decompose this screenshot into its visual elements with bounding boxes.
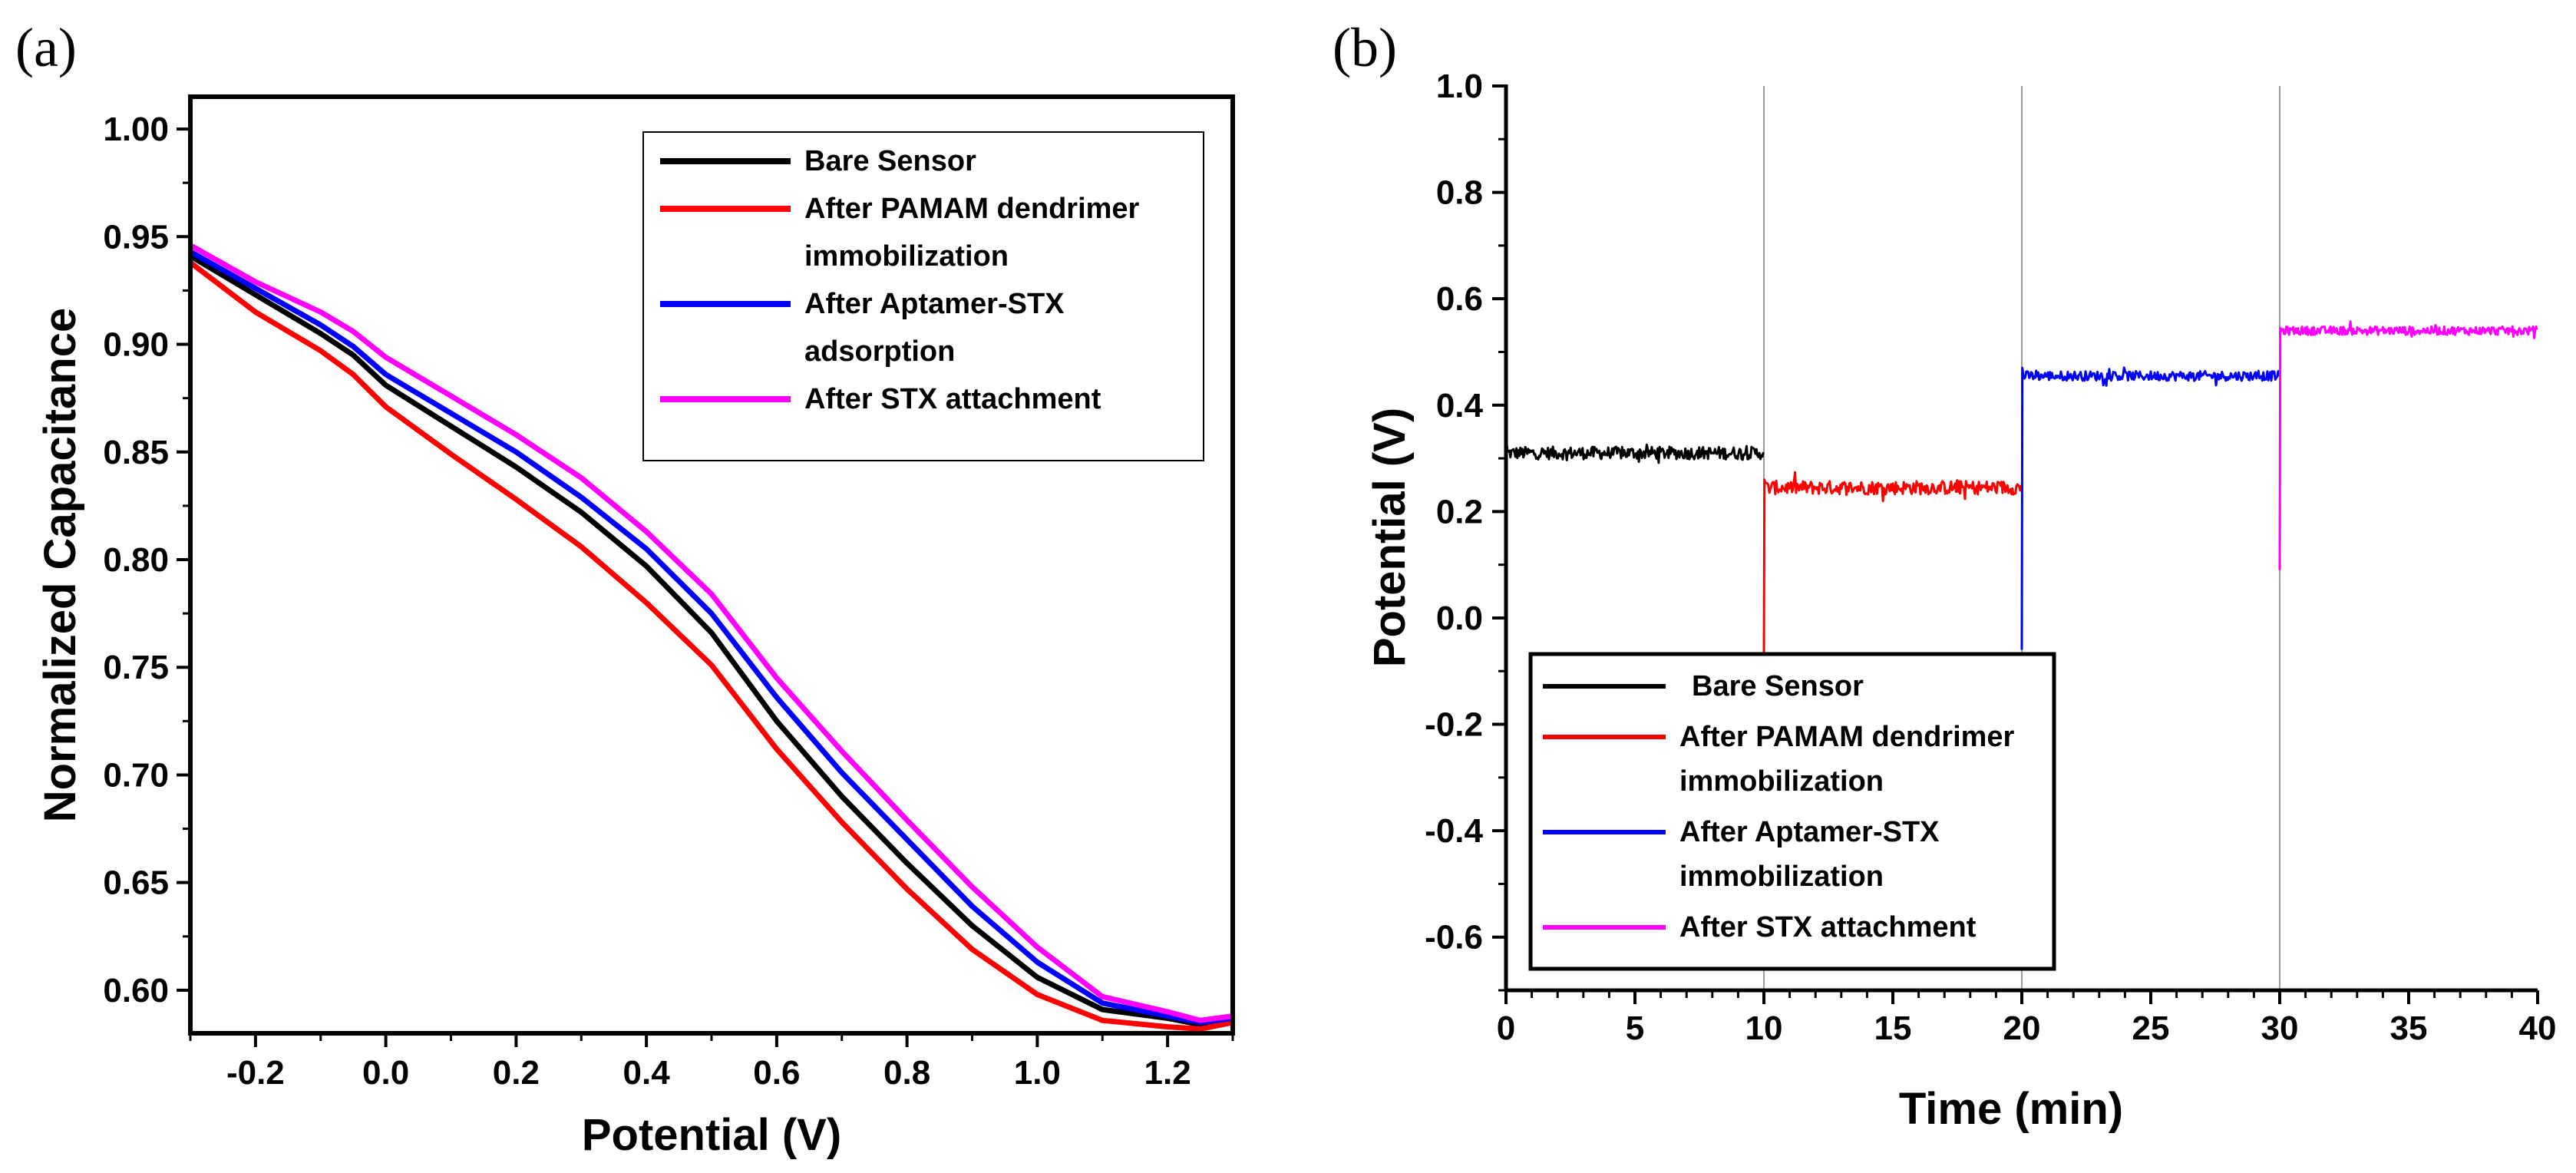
panel-b-x-tick-label: 35 [2390, 1009, 2428, 1047]
panel-a-legend-label-1: After PAMAM dendrimer [804, 193, 1140, 225]
panel-a-x-tick-label: 0.4 [623, 1054, 671, 1092]
panel-a-y-tick-label: 0.80 [103, 541, 169, 579]
panel-a-label: (a) [15, 17, 77, 78]
panel-a-legend-label-1: immobilization [804, 240, 1009, 273]
panel-b-series-line-1 [1762, 471, 2023, 656]
panel-a-y-tick-label: 0.70 [103, 756, 169, 794]
panel-a-x-tick-label: 0.8 [883, 1054, 930, 1092]
panel-b-series-line-2 [2020, 366, 2280, 650]
panel-b-legend-label-3: After STX attachment [1679, 911, 1977, 943]
panel-b-x-tick-label: 40 [2519, 1009, 2557, 1047]
panel-a-y-tick-label: 0.65 [103, 864, 169, 902]
panel-a-legend-label-2: After Aptamer-STX [804, 288, 1065, 320]
panel-b-legend-label-0: Bare Sensor [1692, 670, 1864, 702]
panel-b-x-tick-label: 0 [1497, 1009, 1515, 1047]
panel-b-series-group [1504, 320, 2538, 656]
panel-b-legend-label-1: After PAMAM dendrimer [1679, 721, 2015, 753]
panel-a-y-axis-title: Normalized Capacitance [35, 308, 85, 822]
panel-b-y-tick-label: 0.6 [1436, 280, 1483, 318]
panel-a-x-tick-label: 0.2 [493, 1054, 540, 1092]
panel-a-x-tick-label: 0.0 [362, 1054, 409, 1092]
panel-a-series-group [188, 243, 1234, 1032]
panel-a-x-axis-title: Potential (V) [582, 1110, 841, 1160]
panel-b-x-tick-label: 30 [2261, 1009, 2299, 1047]
panel-b-legend-label-1: immobilization [1679, 765, 1884, 798]
panel-b-legend: Bare Sensor After PAMAM dendrimer immobili… [1528, 652, 2056, 971]
panel-a-y-tick-label: 0.60 [103, 972, 169, 1009]
panel-a-ticks: -0.2 0.0 0.2 0.4 0.6 0.8 1.0 1.2 0.60 0.65 0.70 0.7… [103, 111, 1234, 1092]
panel-a-series-line-0 [189, 253, 1234, 1028]
panel-a-series-line-3 [189, 243, 1234, 1023]
panel-a-x-tick-label: 1.2 [1144, 1054, 1191, 1092]
panel-a-y-tick-label: 0.85 [103, 434, 169, 471]
panel-b-series-line-0 [1504, 388, 1765, 464]
panel-b-y-tick-label: 0.2 [1436, 493, 1483, 530]
panel-a-legend-box [642, 131, 1204, 461]
panel-a-y-tick-label: 0.75 [103, 649, 169, 686]
panel-b-y-tick-label: -0.2 [1425, 706, 1483, 744]
panel-b-y-tick-label: -0.4 [1425, 812, 1483, 850]
panel-a-y-tick-label: 1.00 [103, 111, 169, 148]
panel-a-y-tick-label: 0.95 [103, 218, 169, 256]
panel-b-y-axis-title: Potential (V) [1365, 408, 1415, 667]
panel-b-y-tick-label: 0.4 [1436, 387, 1484, 425]
panel-a: (a) -0.2 0.0 0.2 0.4 0.6 0.8 1.0 1.2 0.60 0.65 0.7… [15, 17, 1235, 1160]
panel-b-x-tick-label: 25 [2132, 1009, 2170, 1047]
panel-b-series-line-3 [2278, 320, 2538, 570]
panel-b-x-tick-label: 5 [1626, 1009, 1644, 1047]
panel-a-legend-label-3: After STX attachment [804, 383, 1101, 415]
panel-b-x-tick-label: 15 [1874, 1009, 1912, 1047]
panel-b-y-tick-label: 1.0 [1436, 68, 1483, 105]
panel-b-y-tick-label: 0.0 [1436, 600, 1483, 637]
panel-b-legend-label-2: immobilization [1679, 861, 1884, 893]
panel-b-y-tick-label: 0.8 [1436, 174, 1483, 212]
panel-a-y-tick-label: 0.90 [103, 326, 169, 364]
panel-a-series-line-2 [189, 249, 1234, 1026]
panel-b-legend-box [1528, 652, 2056, 971]
panel-b-legend-label-2: After Aptamer-STX [1679, 816, 1940, 848]
panel-b-x-tick-label: 20 [2003, 1009, 2041, 1047]
panel-a-x-tick-label: 0.6 [753, 1054, 800, 1092]
panel-a-legend: Bare Sensor After PAMAM dendrimer immobili… [642, 131, 1204, 461]
panel-a-series-line-1 [188, 260, 1234, 1032]
panel-a-legend-label-2: adsorption [804, 335, 955, 368]
panel-a-x-tick-label: 1.0 [1014, 1054, 1061, 1092]
panel-b-x-axis-title: Time (min) [1899, 1084, 2123, 1134]
panel-a-legend-label-0: Bare Sensor [804, 145, 976, 177]
panel-b: (b) 0 5 10 15 20 25 30 35 40 -0.6 -0.4 -0.2 0.0 0.2 0.… [1333, 17, 2556, 1134]
panel-b-y-tick-label: -0.6 [1425, 919, 1483, 957]
panel-b-x-tick-label: 10 [1745, 1009, 1783, 1047]
panel-b-ticks: 0 5 10 15 20 25 30 35 40 -0.6 -0.4 -0.2 0.0 0.2 0.4 0.6… [1425, 68, 2556, 1047]
panel-a-x-tick-label: -0.2 [226, 1054, 285, 1092]
panel-b-label: (b) [1333, 17, 1397, 78]
